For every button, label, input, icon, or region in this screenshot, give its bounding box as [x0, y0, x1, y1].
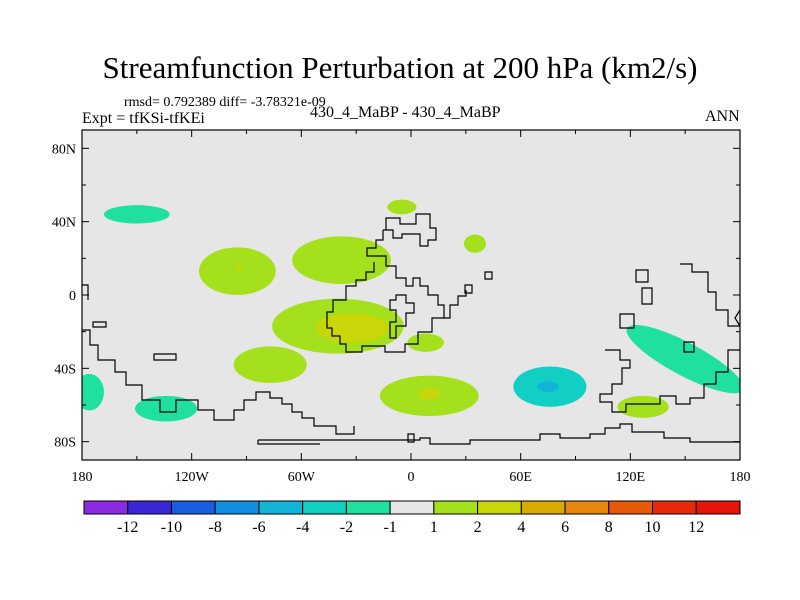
coastline-arabia: [389, 294, 415, 339]
contour-field: [82, 199, 740, 422]
anomaly-australia-south: [617, 395, 669, 418]
stats-label: rmsd= 0.792389 diff= -3.78321e-09: [124, 95, 326, 110]
y-tick-label: 80N: [52, 142, 76, 157]
chart-title: Streamfunction Perturbation at 200 hPa (…: [102, 50, 698, 85]
experiment-label: Expt = tfKSi-tfKEi: [82, 110, 205, 127]
coastline-caribbean: [153, 353, 177, 361]
colorbar-label: -4: [296, 519, 309, 536]
anomaly-north-pacific: [103, 205, 170, 224]
colorbar-swatch: [695, 500, 741, 515]
colorbar-label: 8: [605, 519, 613, 536]
axis-ticks: 180 120W 60W 0 60E 120E 180 80N 40N 0 40S 80S: [52, 130, 751, 485]
colorbar-swatch: [302, 500, 347, 515]
colorbar-swatch: [608, 500, 654, 515]
anomaly-africa: [407, 333, 444, 352]
coastline-antarctica-west: [257, 440, 320, 445]
anomaly-southern-ocean-atl-core: [418, 388, 441, 400]
y-tick-label: 40S: [54, 362, 76, 377]
colorbar-label: 1: [430, 519, 438, 536]
x-tick-label: 120E: [616, 470, 646, 485]
anomaly-east-pacific: [198, 247, 276, 295]
colorbar-swatch: [258, 500, 304, 515]
season-label: ANN: [705, 108, 740, 125]
coastline-central-america: [92, 321, 107, 328]
x-tick-label: 120W: [175, 470, 210, 485]
colorbar-swatch: [564, 500, 610, 515]
colorbar-label: -2: [340, 519, 353, 536]
colorbar-label: -10: [161, 519, 182, 536]
coastline-australia: [599, 349, 740, 413]
coastline-north-africa: [326, 230, 445, 353]
colorbar-swatch: [652, 500, 697, 515]
anomaly-tasman-band: [626, 325, 740, 394]
colorbar-swatch: [477, 500, 522, 515]
colorbar-label: 12: [688, 519, 704, 536]
coastline-antarctica: [258, 423, 740, 445]
coastlines: [82, 213, 741, 445]
anomaly-east-pacific-core: [235, 264, 243, 271]
colorbar-swatch: [127, 500, 172, 515]
coastline-asia-island: [484, 271, 493, 280]
colorbar-label: 6: [561, 519, 569, 536]
colorbar-swatch: [433, 500, 479, 515]
anomaly-europe: [387, 199, 417, 215]
colorbar-label: 10: [645, 519, 661, 536]
coastline-australia-north: [680, 263, 740, 327]
y-tick-label: 40N: [52, 216, 76, 231]
colorbar-swatch: [214, 500, 260, 515]
anomaly-central-asia: [464, 234, 486, 253]
y-tick-label: 0: [69, 289, 76, 304]
anomaly-date-line-south: [82, 373, 104, 411]
experiment-pair-label: 430_4_MaBP - 430_4_MaBP: [310, 104, 501, 121]
coastline-new-zealand: [734, 309, 741, 327]
coastline-maritime: [619, 269, 653, 329]
x-tick-label: 60E: [509, 470, 532, 485]
x-tick-label: 180: [72, 470, 93, 485]
colorbar-label: 4: [517, 519, 525, 536]
coastline-arabia-east: [444, 290, 467, 319]
anomaly-south-pacific-west: [135, 395, 198, 422]
x-tick-label: 60W: [288, 470, 316, 485]
colorbar-label: 2: [474, 519, 482, 536]
anomaly-south-pacific: [233, 346, 307, 383]
colorbar-swatch: [83, 500, 129, 515]
x-tick-label: 0: [408, 470, 415, 485]
colorbar-label: -1: [383, 519, 396, 536]
anomaly-south-atlantic-core: [315, 313, 390, 343]
colorbar-label: -12: [117, 519, 138, 536]
x-tick-label: 180: [730, 470, 751, 485]
colorbar-swatch: [345, 500, 391, 515]
colorbar-swatch: [389, 500, 435, 515]
coastline-antarctica-peninsula: [407, 433, 415, 443]
colorbar-swatch: [520, 500, 566, 515]
colorbar-swatch: [170, 500, 216, 515]
colorbar-label: -8: [209, 519, 222, 536]
colorbar-label: -6: [252, 519, 265, 536]
anomaly-indian-ocean-core: [537, 381, 560, 393]
coastline-pacific-islands: [683, 341, 695, 353]
colorbar: -12 -10 -8 -6 -4 -2 -1 1 2 4 6 8 10 12: [83, 500, 741, 536]
coastline-europe: [383, 213, 437, 247]
coastline-asia-small: [464, 284, 473, 294]
y-tick-label: 80S: [54, 436, 76, 451]
